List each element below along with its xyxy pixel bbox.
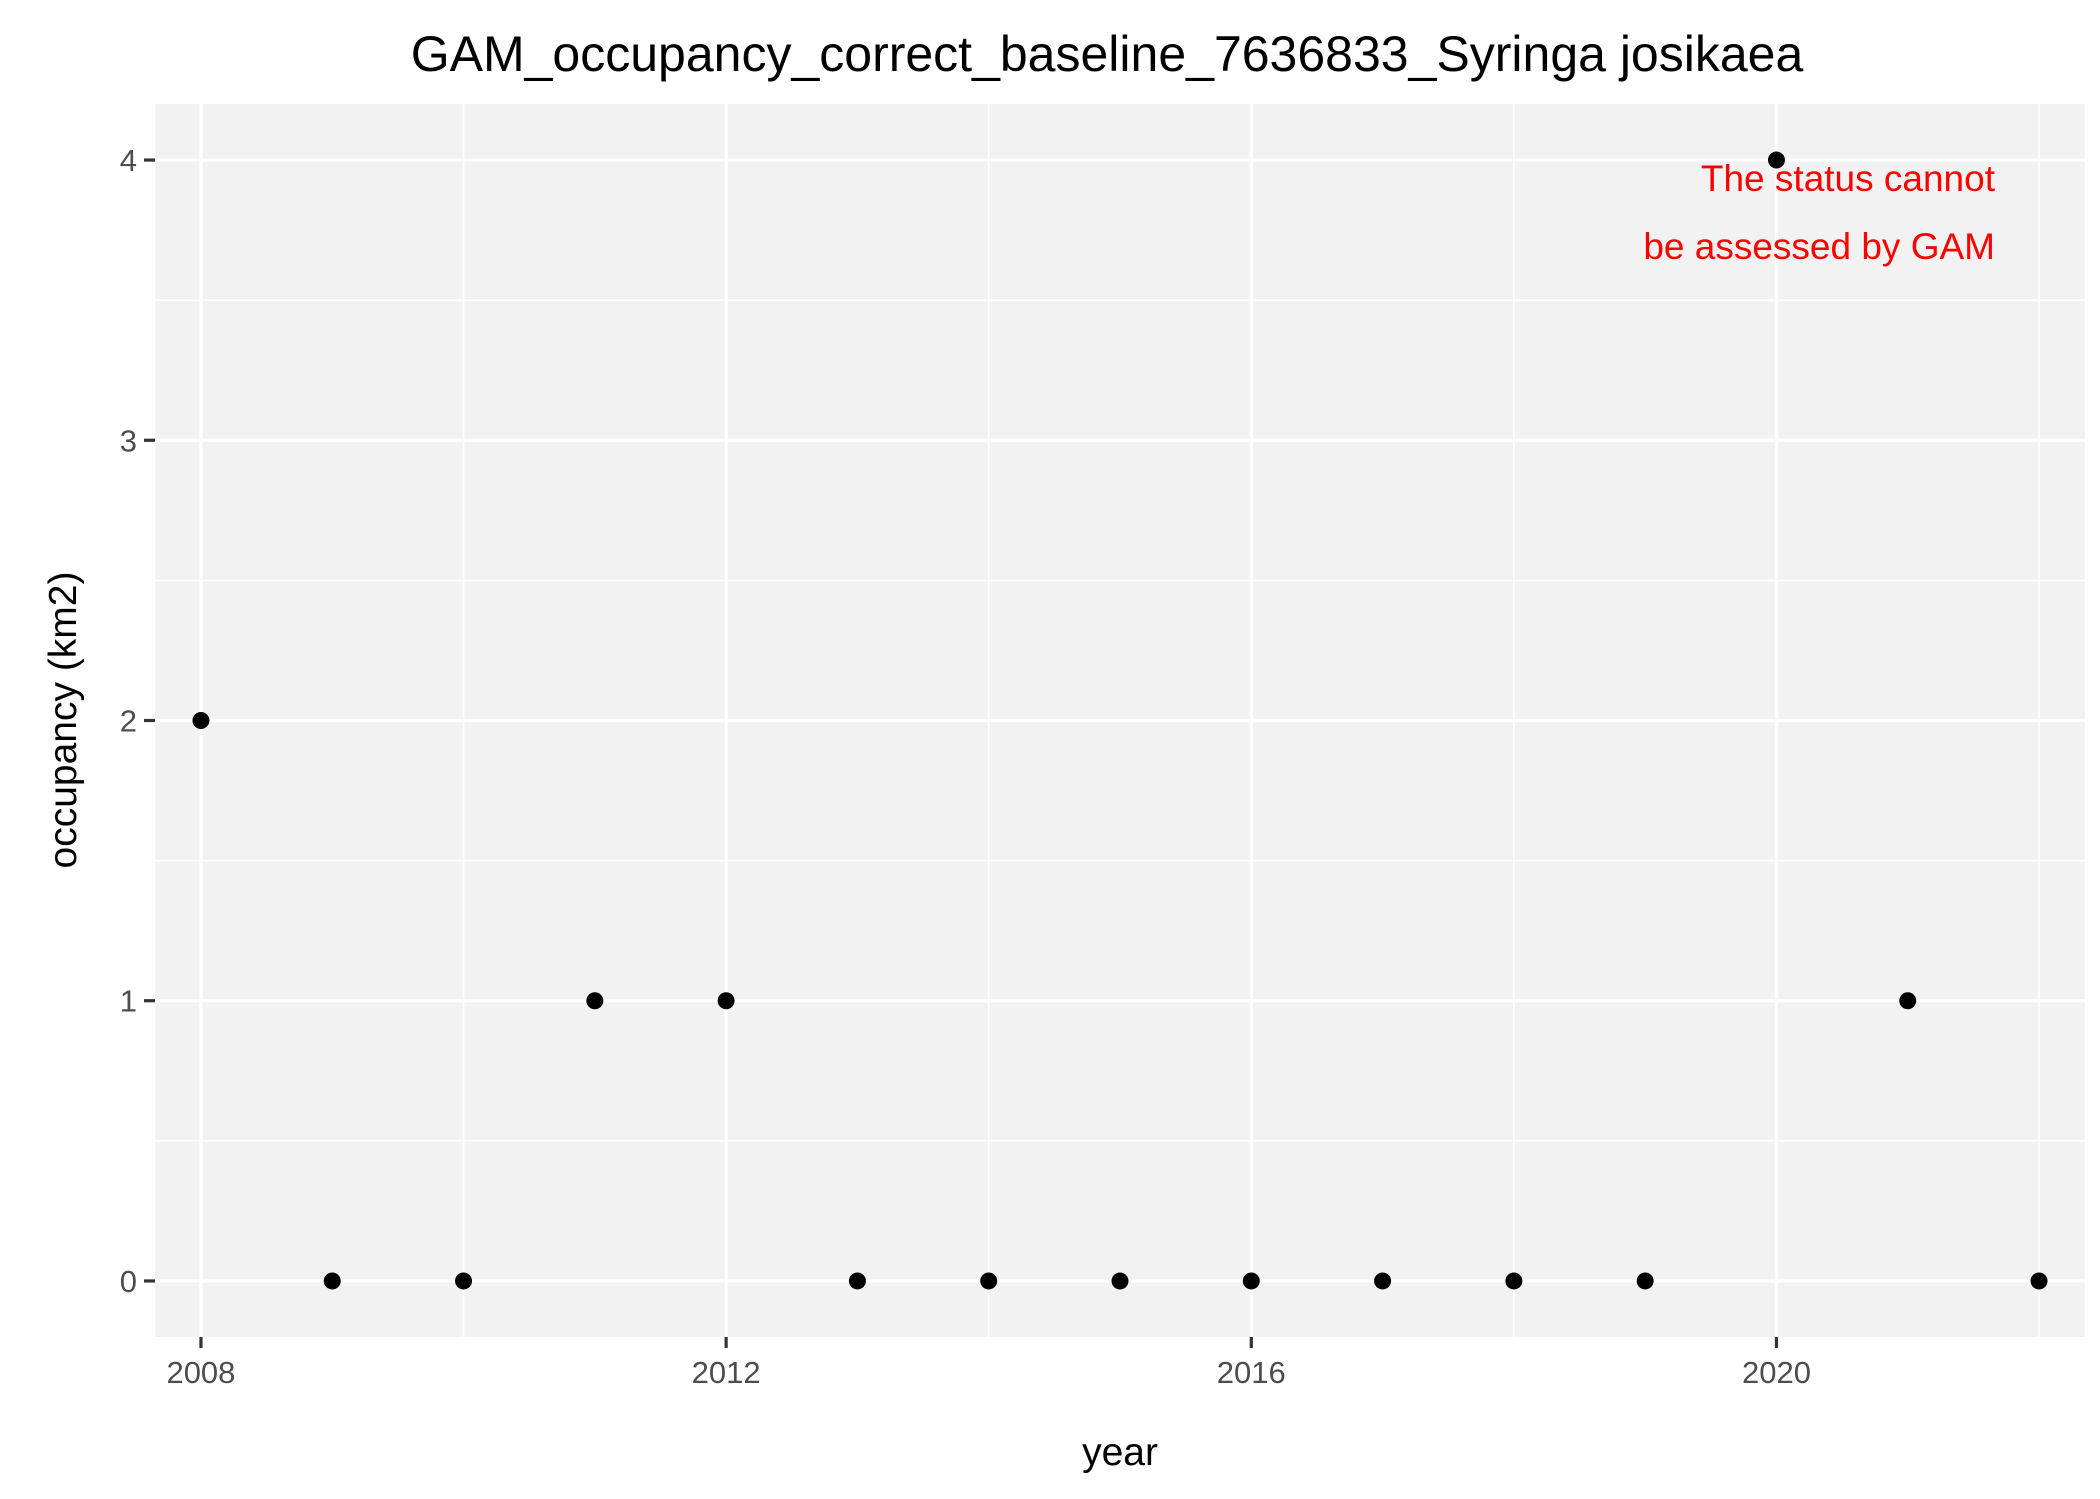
- y-tick-label: 1: [120, 984, 137, 1019]
- plot-panel: The status cannot be assessed by GAM: [155, 104, 2085, 1337]
- plot-title: GAM_occupancy_correct_baseline_7636833_S…: [411, 26, 1804, 82]
- data-point: [2030, 1272, 2048, 1290]
- data-point: [848, 1272, 866, 1290]
- annotation-line: be assessed by GAM: [1643, 226, 1995, 267]
- data-point: [1374, 1272, 1392, 1290]
- y-tick-label: 4: [120, 143, 137, 178]
- y-tick-label: 3: [120, 423, 137, 458]
- annotation: The status cannot be assessed by GAM: [1643, 158, 1995, 267]
- y-tick-label: 0: [120, 1264, 137, 1299]
- data-point: [455, 1272, 473, 1290]
- x-tick-label: 2012: [692, 1355, 761, 1390]
- data-point: [980, 1272, 998, 1290]
- x-tick-label: 2020: [1742, 1355, 1811, 1390]
- data-point: [1899, 992, 1917, 1010]
- y-tick-label: 2: [120, 704, 137, 739]
- data-point: [717, 992, 735, 1010]
- data-point: [1242, 1272, 1260, 1290]
- data-points: [192, 151, 2048, 1290]
- x-axis-title: year: [1082, 1431, 1158, 1474]
- data-point: [1767, 151, 1785, 169]
- x-tick-label: 2016: [1217, 1355, 1286, 1390]
- y-axis-title: occupancy (km2): [42, 572, 85, 869]
- data-point: [1111, 1272, 1129, 1290]
- data-point: [1636, 1272, 1654, 1290]
- data-point: [586, 992, 604, 1010]
- x-tick-label: 2008: [166, 1355, 235, 1390]
- data-point: [323, 1272, 341, 1290]
- data-point: [192, 712, 210, 729]
- annotation-line: The status cannot: [1701, 158, 1996, 199]
- data-point: [1505, 1272, 1523, 1290]
- axes: 0 1 2 3 4 2008 2012 2016 2020: [120, 143, 1811, 1390]
